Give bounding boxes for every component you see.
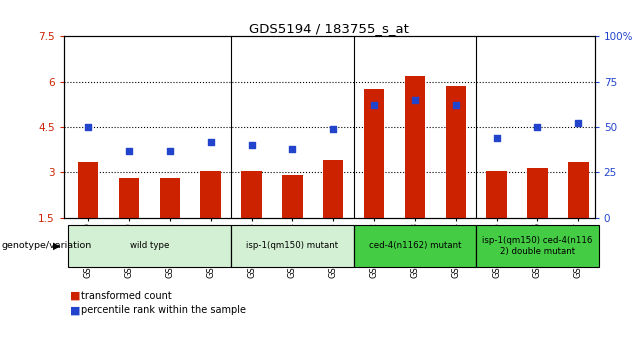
- Point: [451, 102, 461, 108]
- Bar: [404, 76, 425, 218]
- Bar: [231, 225, 354, 267]
- Point: [492, 135, 502, 141]
- Text: percentile rank within the sample: percentile rank within the sample: [81, 305, 246, 315]
- Bar: [487, 171, 507, 218]
- Bar: [200, 171, 221, 218]
- Point: [287, 146, 298, 152]
- Bar: [160, 178, 180, 218]
- Bar: [476, 225, 598, 267]
- Text: ▶: ▶: [53, 241, 60, 251]
- Bar: [67, 225, 231, 267]
- Point: [124, 148, 134, 154]
- Bar: [241, 171, 262, 218]
- Text: isp-1(qm150) mutant: isp-1(qm150) mutant: [246, 241, 338, 250]
- Point: [410, 97, 420, 103]
- Text: ced-4(n1162) mutant: ced-4(n1162) mutant: [369, 241, 461, 250]
- Text: genotype/variation: genotype/variation: [1, 241, 92, 250]
- Text: wild type: wild type: [130, 241, 169, 250]
- Text: ■: ■: [70, 305, 81, 315]
- Bar: [323, 160, 343, 218]
- Bar: [364, 89, 384, 218]
- Point: [165, 148, 175, 154]
- Point: [573, 121, 583, 126]
- Bar: [568, 162, 588, 218]
- Bar: [446, 86, 466, 218]
- Title: GDS5194 / 183755_s_at: GDS5194 / 183755_s_at: [249, 22, 409, 35]
- Point: [532, 124, 543, 130]
- Bar: [119, 178, 139, 218]
- Bar: [78, 162, 99, 218]
- Bar: [282, 175, 303, 218]
- Text: transformed count: transformed count: [81, 291, 172, 301]
- Point: [369, 102, 379, 108]
- Bar: [527, 168, 548, 218]
- Text: isp-1(qm150) ced-4(n116
2) double mutant: isp-1(qm150) ced-4(n116 2) double mutant: [482, 236, 593, 256]
- Bar: [354, 225, 476, 267]
- Point: [205, 139, 216, 144]
- Point: [328, 126, 338, 132]
- Text: ■: ■: [70, 291, 81, 301]
- Point: [246, 142, 256, 148]
- Point: [83, 124, 93, 130]
